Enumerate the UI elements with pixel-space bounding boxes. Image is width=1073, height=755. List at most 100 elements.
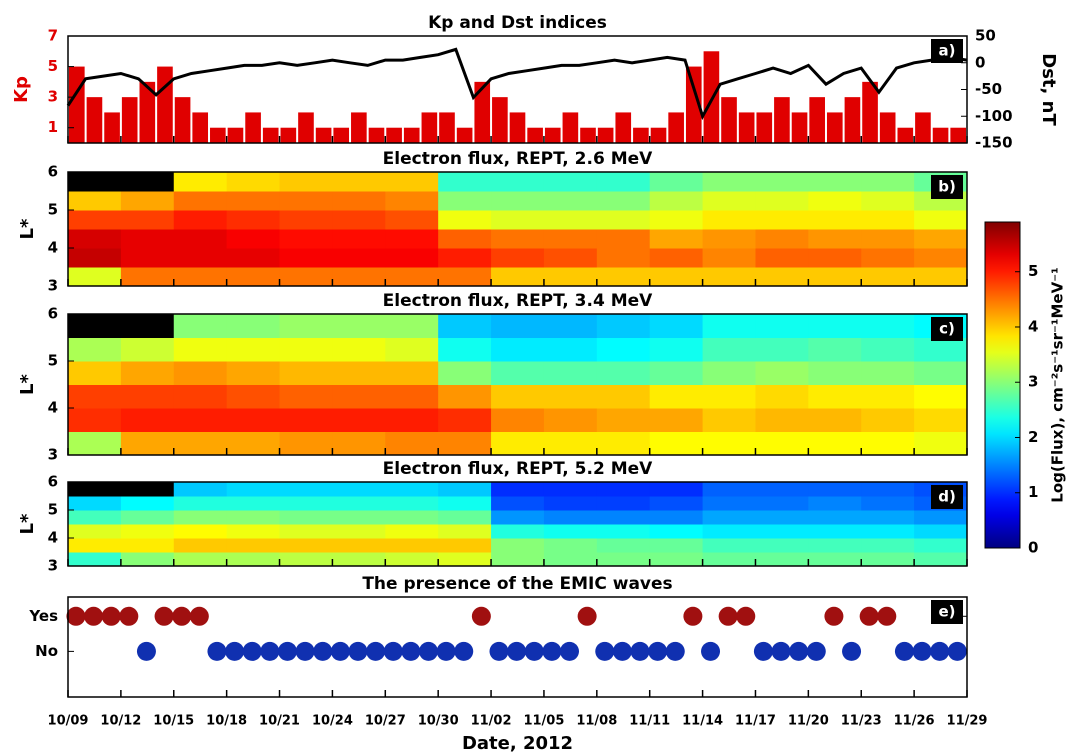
flux-cell [226, 229, 281, 249]
flux-cell [755, 248, 809, 268]
kp-bar [879, 112, 896, 143]
flux-cell [755, 229, 809, 249]
flux-cell [226, 191, 281, 211]
emic-point [101, 606, 121, 626]
flux-cell [385, 431, 439, 456]
emic-point [789, 641, 809, 661]
dst-line [66, 47, 968, 121]
y-tick-label: 3 [48, 557, 58, 575]
flux-cell [120, 524, 175, 539]
flux-cell [702, 431, 756, 456]
emic-point [912, 641, 932, 661]
flux-cell [808, 172, 862, 192]
emic-point [330, 641, 350, 661]
kp-bar [86, 97, 103, 143]
emic-point [418, 641, 438, 661]
panel-title: The presence of the EMIC waves [362, 574, 672, 594]
no-data [68, 314, 122, 338]
flux-cell [808, 431, 862, 456]
flux-cell [68, 191, 122, 211]
flux-cell [491, 538, 545, 553]
no-data [120, 482, 175, 497]
flux-cell [438, 267, 492, 287]
flux-cell [861, 210, 915, 230]
flux-cell [596, 524, 651, 539]
emic-point [877, 606, 897, 626]
emic-point [665, 641, 685, 661]
flux-cell [226, 524, 281, 539]
flux-cell [649, 552, 704, 567]
flux-cell [226, 267, 281, 287]
kp-bar [210, 127, 226, 143]
x-tick-label: 11/02 [471, 714, 512, 729]
flux-cell [173, 431, 228, 456]
y2-tick-label: 50 [975, 27, 996, 45]
flux-cell [702, 229, 756, 249]
x-tick-label: 11/29 [947, 714, 988, 729]
flux-cell [173, 361, 228, 385]
flux-cell [914, 408, 968, 432]
flux-cell [438, 538, 492, 553]
kp-bar [368, 127, 385, 143]
x-tick-label: 10/15 [153, 714, 194, 729]
flux-cell [861, 248, 915, 268]
flux-cell [438, 314, 492, 338]
kp-bar [685, 66, 702, 143]
kp-bar [456, 127, 473, 143]
flux-cell [861, 361, 915, 385]
kp-bar [157, 66, 173, 143]
flux-cell [596, 267, 651, 287]
flux-cell [279, 191, 333, 211]
y-tick-label: 5 [48, 501, 58, 519]
emic-point [630, 641, 650, 661]
flux-cell [543, 510, 598, 525]
flux-cell [438, 431, 492, 456]
y-tick-label: 4 [48, 399, 58, 417]
flux-cell [438, 191, 492, 211]
x-tick-label: 10/18 [206, 714, 247, 729]
emic-point [718, 606, 738, 626]
x-tick-label: 11/23 [841, 714, 882, 729]
panel-title: Electron flux, REPT, 2.6 MeV [383, 149, 653, 169]
flux-cell [68, 229, 122, 249]
panel-label: c) [939, 320, 955, 338]
flux-cell [438, 496, 492, 511]
flux-cell [596, 496, 651, 511]
emic-point [172, 606, 192, 626]
flux-cell [491, 361, 545, 385]
flux-cell [332, 191, 386, 211]
flux-cell [173, 314, 228, 338]
flux-cell [68, 496, 122, 511]
flux-cell [438, 229, 492, 249]
flux-cell [755, 524, 809, 539]
flux-cell [226, 384, 281, 409]
flux-cell [861, 524, 915, 539]
flux-cell [120, 431, 175, 456]
emic-point [242, 641, 262, 661]
kp-bar [844, 97, 861, 143]
flux-cell [914, 248, 968, 268]
flux-cell [120, 229, 175, 249]
flux-cell [68, 210, 122, 230]
flux-cell [120, 408, 175, 432]
x-tick-label: 11/17 [735, 714, 776, 729]
flux-cell [279, 538, 333, 553]
kp-bar [245, 112, 261, 143]
flux-cell [649, 510, 704, 525]
emic-point [683, 606, 703, 626]
kp-bar [280, 127, 297, 143]
colorbar-tick-label: 1 [1028, 483, 1038, 501]
flux-cell [808, 361, 862, 385]
flux-cell [332, 337, 386, 362]
flux-cell [279, 408, 333, 432]
flux-cell [279, 496, 333, 511]
flux-cell [385, 384, 439, 409]
flux-cell [755, 191, 809, 211]
flux-cell [279, 431, 333, 456]
kp-bar [439, 112, 455, 143]
colorbar-tick-label: 0 [1028, 539, 1038, 557]
y-tick-label: 3 [48, 277, 58, 295]
flux-cell [385, 337, 439, 362]
flux-cell [173, 210, 228, 230]
flux-cell [491, 524, 545, 539]
